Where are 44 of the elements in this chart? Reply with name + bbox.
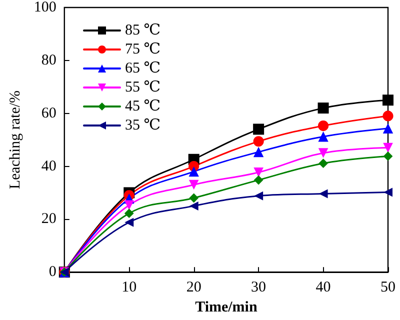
legend-label: 65 ℃ <box>125 60 161 76</box>
point <box>318 148 328 158</box>
x-tick-label: 30 <box>251 280 266 296</box>
point <box>189 201 198 210</box>
point <box>318 132 328 142</box>
point <box>253 136 264 147</box>
point <box>384 188 392 197</box>
x-tick-label: 10 <box>122 280 137 296</box>
point <box>254 191 264 200</box>
y-tick-label: 80 <box>41 52 56 68</box>
y-tick-label: 20 <box>41 211 56 228</box>
legend-label: 75 ℃ <box>125 42 161 58</box>
point <box>253 124 264 135</box>
point <box>188 180 199 190</box>
point <box>189 193 199 203</box>
x-axis-title: Time/min <box>195 300 258 316</box>
point <box>383 152 393 161</box>
y-tick-label: 60 <box>41 105 56 122</box>
legend-label: 85 ℃ <box>125 22 161 38</box>
point <box>124 200 134 210</box>
legend-label: 55 ℃ <box>125 80 161 96</box>
y-tick-label: 40 <box>41 158 56 174</box>
legend-label: 45 ℃ <box>125 98 161 114</box>
legend-label: 35 ℃ <box>125 118 161 134</box>
point <box>124 208 134 218</box>
point <box>124 218 134 227</box>
point <box>382 110 394 122</box>
x-tick-label: 40 <box>316 280 331 296</box>
y-tick-label: 0 <box>48 264 56 280</box>
point <box>253 146 264 158</box>
point <box>254 167 264 178</box>
y-tick-label: 100 <box>34 0 56 16</box>
x-tick-label: 20 <box>186 280 202 296</box>
point <box>382 94 394 106</box>
point <box>382 123 394 134</box>
point <box>318 189 328 198</box>
x-tick-label: 50 <box>380 280 396 296</box>
point <box>383 142 393 153</box>
point <box>254 175 264 185</box>
point <box>318 102 329 114</box>
point <box>318 120 329 132</box>
point <box>188 166 199 177</box>
point <box>318 158 328 168</box>
y-axis-title: Leaching rate/% <box>8 90 24 190</box>
